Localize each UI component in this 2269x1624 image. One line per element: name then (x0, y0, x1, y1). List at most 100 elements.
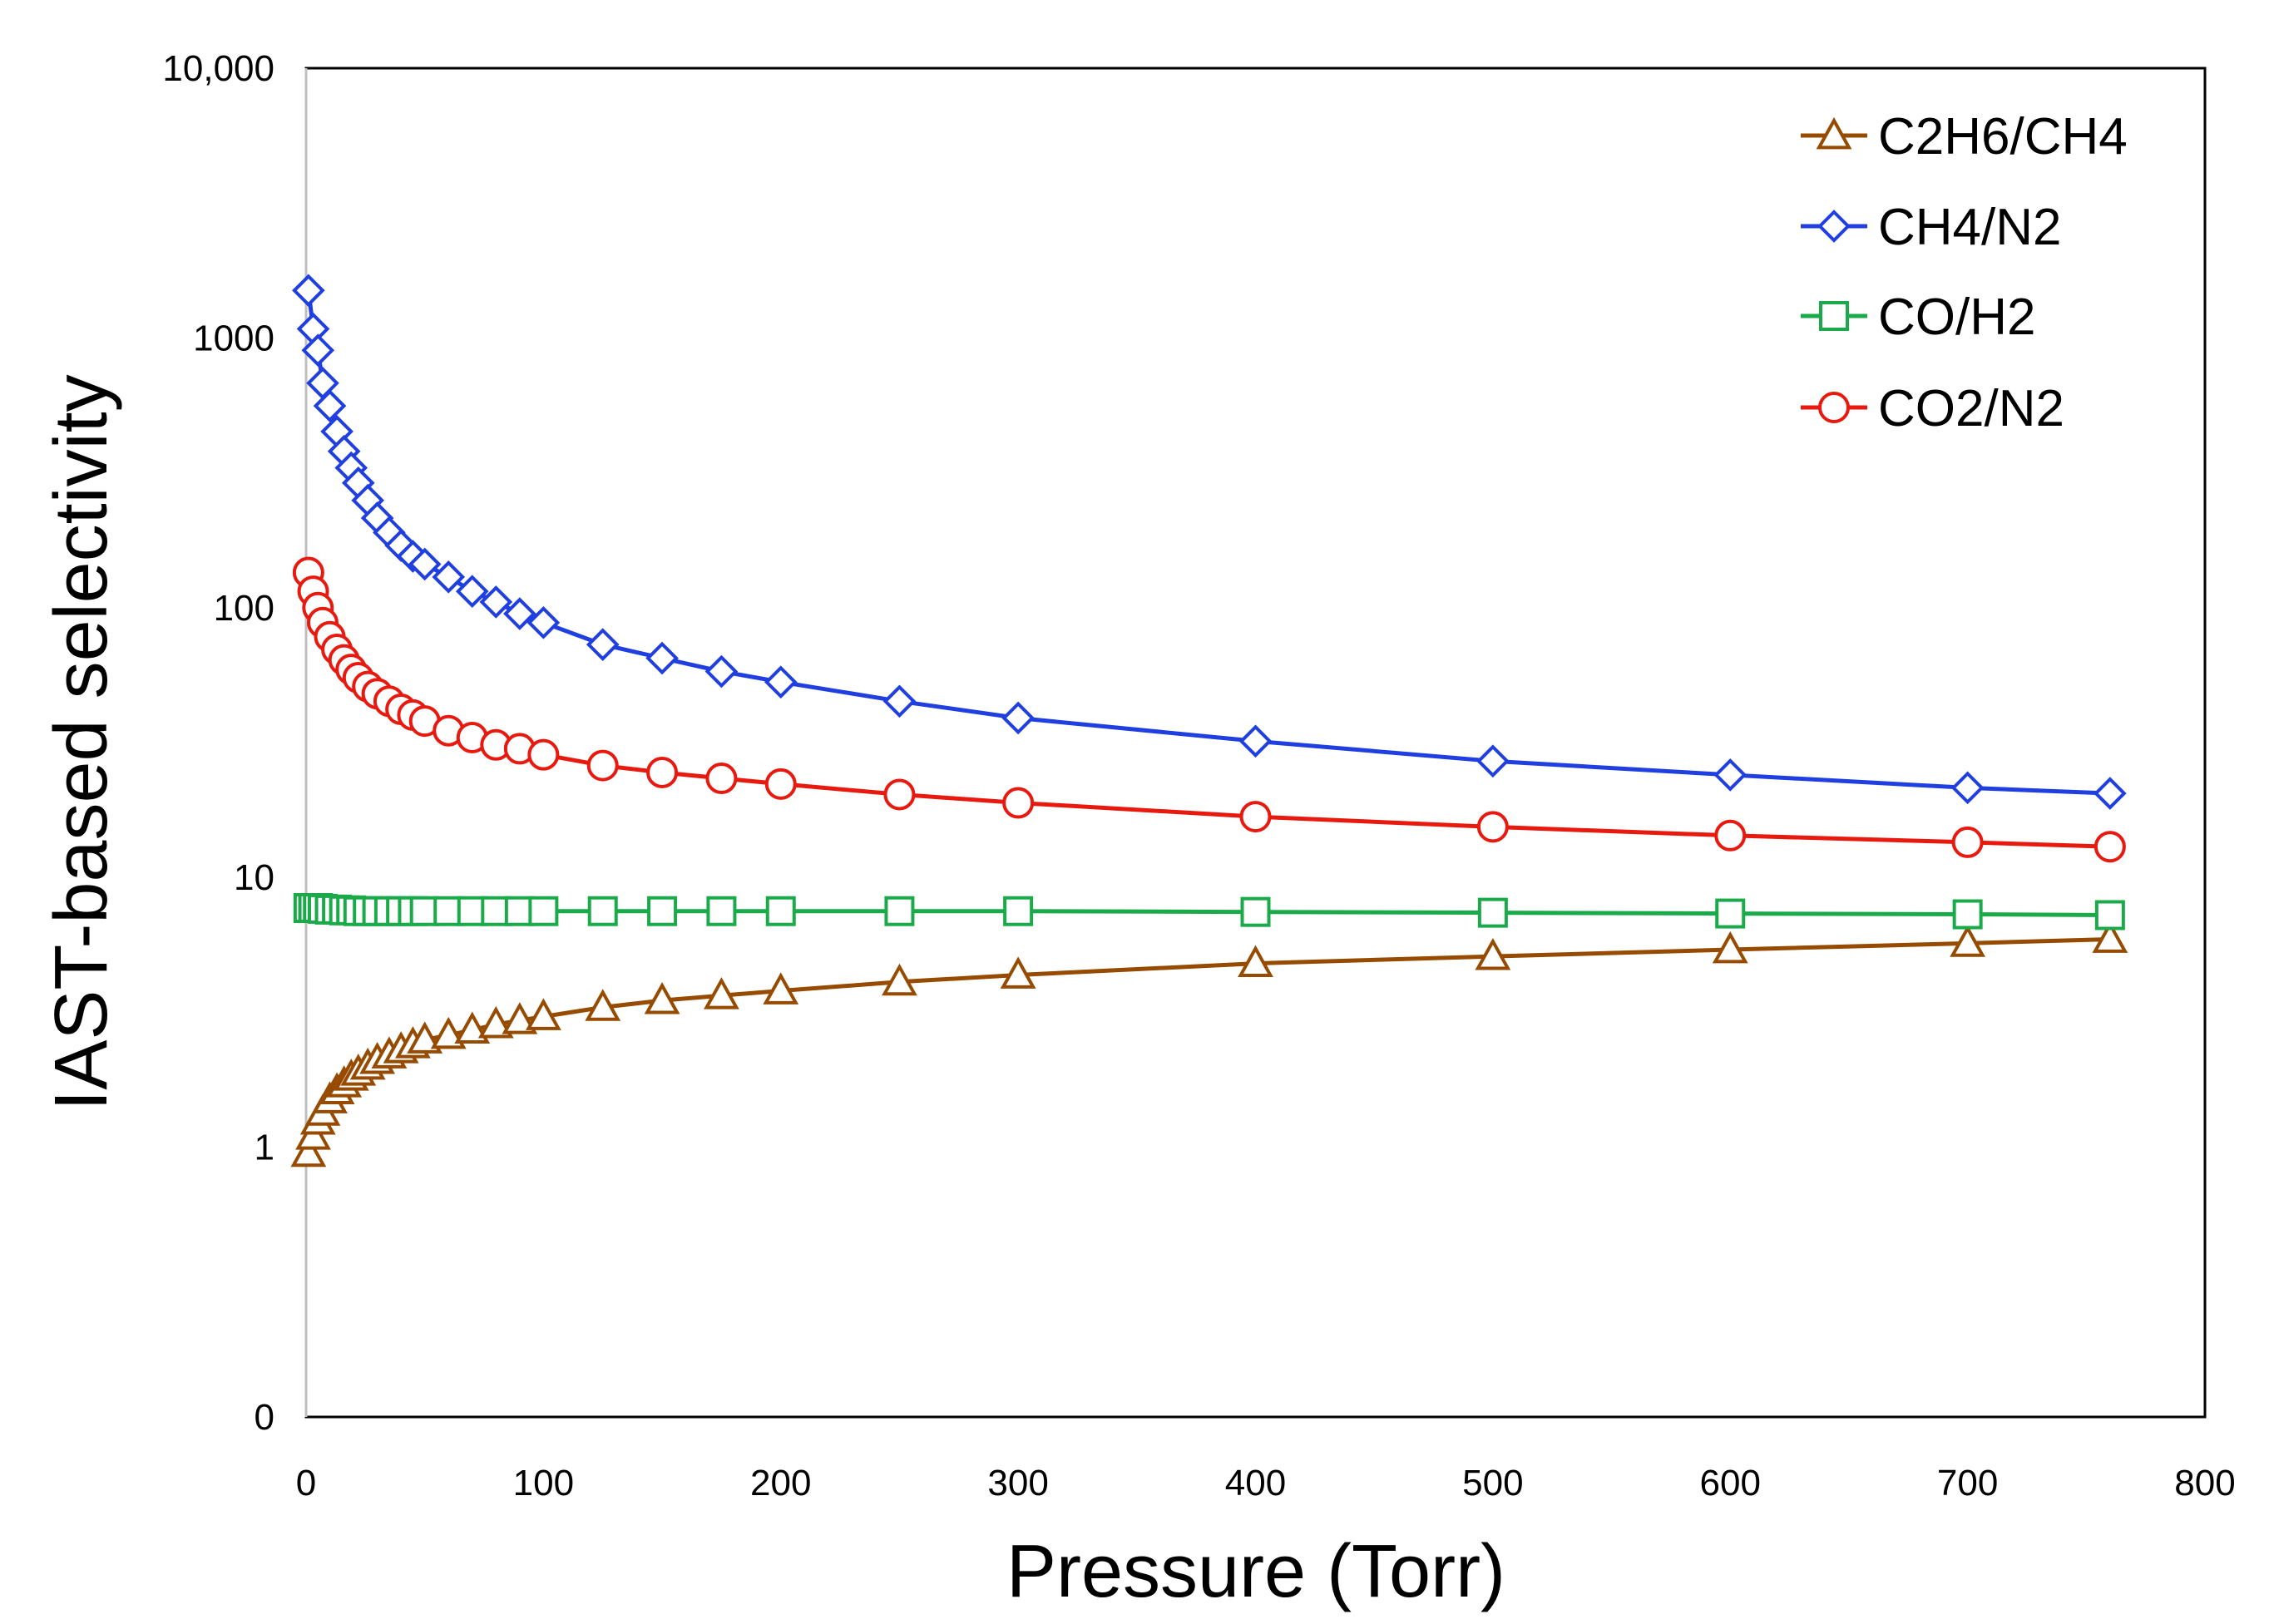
x-tick-label: 800 (2174, 1463, 2235, 1503)
data-point-co2-n2 (764, 768, 797, 800)
y-tick-label: 10 (234, 857, 274, 898)
x-tick-label: 300 (987, 1463, 1048, 1503)
data-point-co2-n2 (883, 778, 916, 811)
data-point-ch4-n2 (764, 665, 798, 699)
legend-item-ch4-n2: CH4/N2 (1801, 199, 2062, 256)
legend-item-co-h2: CO/H2 (1801, 289, 2035, 346)
data-point-ch4-n2 (1950, 771, 1985, 805)
legend-label: C2H6/CH4 (1878, 108, 2128, 165)
y-tick-label: 100 (214, 588, 274, 629)
legend-item-co2-n2: CO2/N2 (1801, 380, 2064, 437)
data-point-c2h6-ch4 (1475, 937, 1511, 970)
data-point-ch4-n2 (301, 333, 335, 368)
data-point-ch4-n2 (1476, 744, 1510, 778)
data-point-ch4-n2 (645, 641, 679, 675)
data-point-ch4-n2 (408, 547, 442, 581)
data-point-co2-n2 (1714, 819, 1747, 851)
data-point-ch4-n2 (2094, 777, 2127, 810)
data-point-ch4-n2 (882, 684, 917, 718)
data-point-c2h6-ch4 (1950, 925, 1986, 957)
data-point-co-h2 (1003, 896, 1034, 926)
data-point-co-h2 (587, 896, 618, 926)
x-tick-label: 500 (1462, 1463, 1523, 1503)
x-tick-label: 200 (750, 1463, 811, 1503)
data-point-ch4-n2 (1238, 724, 1273, 758)
data-point-co-h2 (884, 896, 915, 926)
legend-label: CO2/N2 (1878, 380, 2064, 437)
data-point-c2h6-ch4 (525, 998, 561, 1030)
data-point-co2-n2 (2094, 831, 2126, 863)
series-co-h2 (293, 893, 2125, 930)
legend-marker (1819, 301, 1849, 331)
data-point-co-h2 (528, 896, 559, 926)
data-point-ch4-n2 (526, 605, 561, 639)
y-tick-label: 10,000 (162, 48, 274, 89)
data-point-co2-n2 (1239, 801, 1272, 833)
data-point-c2h6-ch4 (763, 972, 799, 1005)
x-tick-label: 400 (1225, 1463, 1286, 1503)
data-point-ch4-n2 (432, 560, 466, 594)
series-c2h6-ch4 (290, 921, 2128, 1167)
data-point-c2h6-ch4 (2092, 921, 2128, 953)
data-point-co-h2 (1952, 899, 1983, 930)
legend-marker (1816, 116, 1852, 150)
data-point-ch4-n2 (503, 597, 536, 630)
data-point-c2h6-ch4 (407, 1021, 443, 1054)
legend-label: CH4/N2 (1878, 199, 2062, 256)
y-tick-label: 1 (255, 1128, 274, 1168)
data-point-co-h2 (1715, 898, 1746, 929)
data-point-co-h2 (765, 896, 796, 926)
data-point-c2h6-ch4 (1000, 956, 1036, 989)
data-point-co-h2 (1240, 896, 1271, 927)
data-point-c2h6-ch4 (1712, 930, 1748, 964)
data-point-c2h6-ch4 (502, 1002, 538, 1034)
data-point-c2h6-ch4 (290, 1134, 327, 1167)
data-point-co2-n2 (1951, 826, 1984, 858)
data-point-c2h6-ch4 (704, 977, 739, 1009)
data-point-c2h6-ch4 (430, 1016, 467, 1049)
x-tick-label: 700 (1937, 1463, 1998, 1503)
data-point-c2h6-ch4 (1238, 945, 1273, 978)
data-point-ch4-n2 (455, 575, 489, 608)
data-point-ch4-n2 (292, 274, 325, 308)
series-ch4-n2 (292, 274, 2127, 810)
series-layer (290, 274, 2128, 1167)
y-axis-title: IAST-based selectivity (40, 374, 123, 1110)
x-axis-title: Pressure (Torr) (1006, 1530, 1505, 1613)
data-point-ch4-n2 (1713, 758, 1747, 792)
data-point-co2-n2 (586, 749, 619, 782)
data-point-co2-n2 (1476, 811, 1509, 843)
data-point-co-h2 (706, 896, 737, 926)
data-point-c2h6-ch4 (644, 981, 680, 1014)
data-point-co2-n2 (1002, 787, 1035, 819)
data-point-co-h2 (1477, 897, 1508, 928)
y-tick-label: 1000 (193, 318, 274, 358)
data-point-c2h6-ch4 (882, 963, 917, 996)
data-point-ch4-n2 (1001, 701, 1035, 735)
data-point-co2-n2 (646, 756, 679, 788)
y-tick-label: 0 (255, 1397, 274, 1438)
legend-label: CO/H2 (1878, 289, 2035, 346)
data-point-co2-n2 (527, 738, 560, 771)
legend-item-c2h6-ch4: C2H6/CH4 (1801, 108, 2128, 165)
legend-marker (1817, 210, 1851, 243)
data-point-co-h2 (2094, 900, 2125, 930)
legend: C2H6/CH4 CH4/N2 CO/H2 CO2/N2 (1801, 108, 2128, 437)
data-point-c2h6-ch4 (585, 989, 621, 1021)
data-point-co2-n2 (705, 763, 738, 795)
x-tick-label: 0 (296, 1463, 316, 1503)
data-point-ch4-n2 (586, 628, 620, 661)
x-tick-label: 100 (513, 1463, 574, 1503)
data-point-ch4-n2 (479, 585, 513, 619)
legend-marker (1818, 392, 1850, 423)
series-co2-n2 (292, 556, 2126, 863)
data-point-ch4-n2 (313, 389, 347, 422)
data-point-ch4-n2 (704, 654, 739, 689)
data-point-c2h6-ch4 (477, 1005, 514, 1039)
data-point-c2h6-ch4 (454, 1011, 491, 1044)
x-tick-label: 600 (1700, 1463, 1761, 1503)
data-point-co-h2 (647, 896, 678, 926)
x-axis-ticks: 0 100 200 300 400 500 600 700 800 (296, 1463, 2236, 1503)
